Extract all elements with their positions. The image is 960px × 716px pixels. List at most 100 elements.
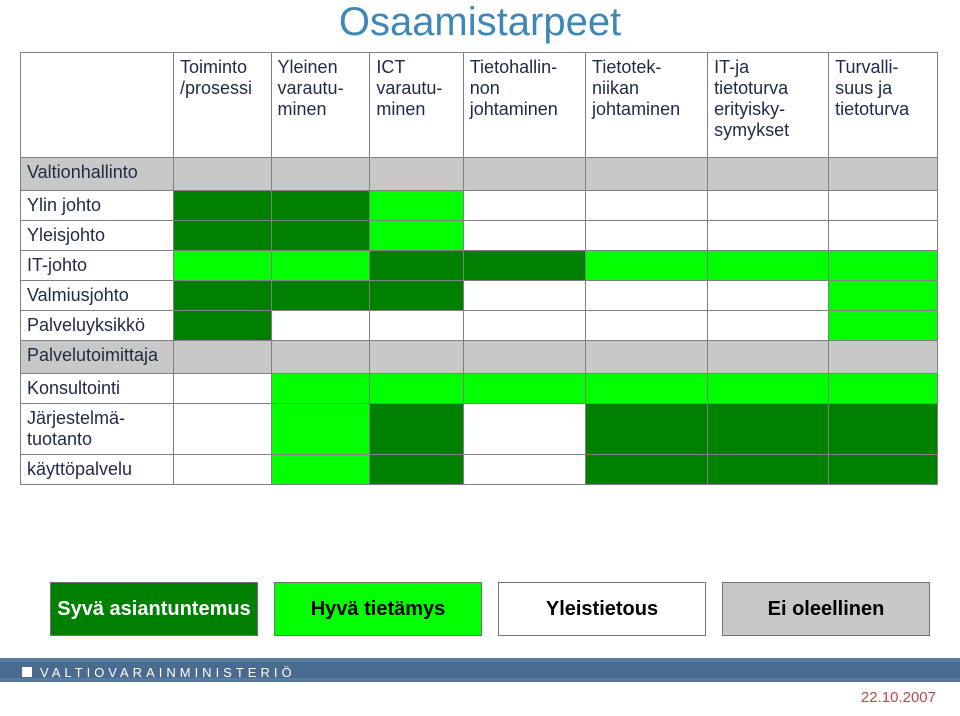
matrix-cell xyxy=(370,158,463,191)
matrix-cell xyxy=(370,455,463,485)
matrix-cell xyxy=(271,455,370,485)
row-label: Palvelutoimittaja xyxy=(21,341,174,374)
legend: Syvä asiantuntemus Hyvä tietämys Yleistiet… xyxy=(50,582,930,636)
row-label: Yleisjohto xyxy=(21,221,174,251)
matrix-cell xyxy=(174,221,272,251)
row-label: IT-​johto xyxy=(21,251,174,281)
footer-logo-icon xyxy=(22,667,32,677)
legend-label: Yleistietous xyxy=(498,582,706,636)
column-header: ICT varautu-​minen xyxy=(370,53,463,158)
matrix-cell xyxy=(586,311,708,341)
row-label: Järjestelmä-​tuotanto xyxy=(21,404,174,455)
matrix-cell xyxy=(370,374,463,404)
matrix-cell xyxy=(271,311,370,341)
matrix-cell xyxy=(370,404,463,455)
table-row: Palveluyksikkö xyxy=(21,311,938,341)
table-row: Palvelutoimittaja xyxy=(21,341,938,374)
matrix-cell xyxy=(463,191,585,221)
matrix-cell xyxy=(463,404,585,455)
legend-label: Hyvä tietämys xyxy=(274,582,482,636)
matrix-cell xyxy=(829,221,938,251)
matrix-cell xyxy=(586,341,708,374)
table-row: Yleisjohto xyxy=(21,221,938,251)
table-row: Valtionhallinto xyxy=(21,158,938,191)
legend-item: Yleistietous xyxy=(498,582,706,636)
column-header: Tietotek-​niikan johtaminen xyxy=(586,53,708,158)
column-header: Tietohallin-​non johtaminen xyxy=(463,53,585,158)
matrix-cell xyxy=(174,404,272,455)
legend-label: Ei oleellinen xyxy=(722,582,930,636)
matrix-cell xyxy=(708,251,829,281)
row-label: Valmiusjohto xyxy=(21,281,174,311)
legend-label: Syvä asiantuntemus xyxy=(50,582,258,636)
table-row: Ylin johto xyxy=(21,191,938,221)
matrix-cell xyxy=(463,311,585,341)
matrix-cell xyxy=(271,191,370,221)
matrix-cell xyxy=(463,221,585,251)
column-header: IT-​ja tietoturva erityisky-​symykset xyxy=(708,53,829,158)
matrix-cell xyxy=(271,374,370,404)
matrix-cell xyxy=(586,404,708,455)
row-label: Palveluyksikkö xyxy=(21,311,174,341)
matrix-cell xyxy=(586,191,708,221)
matrix-cell xyxy=(271,281,370,311)
matrix-cell xyxy=(708,404,829,455)
matrix-cell xyxy=(463,341,585,374)
matrix-cell xyxy=(829,374,938,404)
matrix-corner xyxy=(21,53,174,158)
matrix-cell xyxy=(370,191,463,221)
table-row: Järjestelmä-​tuotanto xyxy=(21,404,938,455)
footer-org-text: VALTIOVARAINMINISTERIÖ xyxy=(40,665,296,680)
table-row: Konsultointi xyxy=(21,374,938,404)
matrix-cell xyxy=(586,158,708,191)
matrix-cell xyxy=(708,455,829,485)
row-label: Konsultointi xyxy=(21,374,174,404)
matrix-cell xyxy=(174,311,272,341)
matrix-cell xyxy=(829,341,938,374)
matrix-cell xyxy=(174,251,272,281)
matrix-cell xyxy=(370,221,463,251)
matrix-cell xyxy=(463,281,585,311)
matrix-cell xyxy=(829,158,938,191)
matrix-cell xyxy=(271,251,370,281)
page: Osaamistarpeet Toiminto /prosessiYleinen… xyxy=(0,0,960,716)
legend-item: Ei oleellinen xyxy=(722,582,930,636)
table-row: käyttöpalvelu xyxy=(21,455,938,485)
table-row: Valmiusjohto xyxy=(21,281,938,311)
matrix-cell xyxy=(708,281,829,311)
column-header: Yleinen varautu-​minen xyxy=(271,53,370,158)
matrix-cell xyxy=(708,191,829,221)
matrix-cell xyxy=(271,404,370,455)
matrix-cell xyxy=(271,158,370,191)
matrix-cell xyxy=(708,374,829,404)
matrix-cell xyxy=(586,374,708,404)
matrix-cell xyxy=(829,281,938,311)
matrix-body: ValtionhallintoYlin johtoYleisjohtoIT-​j… xyxy=(21,158,938,485)
matrix-cell xyxy=(370,341,463,374)
matrix-cell xyxy=(829,191,938,221)
matrix-cell xyxy=(829,311,938,341)
footer-org: VALTIOVARAINMINISTERIÖ xyxy=(22,665,296,680)
matrix-cell xyxy=(271,221,370,251)
matrix-cell xyxy=(174,374,272,404)
matrix-cell xyxy=(174,191,272,221)
matrix-cell xyxy=(271,341,370,374)
legend-item: Syvä asiantuntemus xyxy=(50,582,258,636)
page-title: Osaamistarpeet xyxy=(0,0,960,45)
row-label: Ylin johto xyxy=(21,191,174,221)
footer-date: 22.10.2007 xyxy=(861,689,936,706)
matrix-cell xyxy=(829,251,938,281)
matrix-cell xyxy=(708,158,829,191)
matrix-header: Toiminto /prosessiYleinen varautu-​minen… xyxy=(21,53,938,158)
column-header: Toiminto /prosessi xyxy=(174,53,272,158)
matrix-cell xyxy=(370,311,463,341)
matrix-cell xyxy=(174,158,272,191)
matrix-cell xyxy=(586,455,708,485)
matrix-cell xyxy=(708,221,829,251)
matrix-cell xyxy=(463,251,585,281)
matrix-cell xyxy=(829,455,938,485)
matrix-cell xyxy=(708,341,829,374)
matrix-cell xyxy=(829,404,938,455)
matrix-cell xyxy=(586,281,708,311)
matrix-cell xyxy=(708,311,829,341)
